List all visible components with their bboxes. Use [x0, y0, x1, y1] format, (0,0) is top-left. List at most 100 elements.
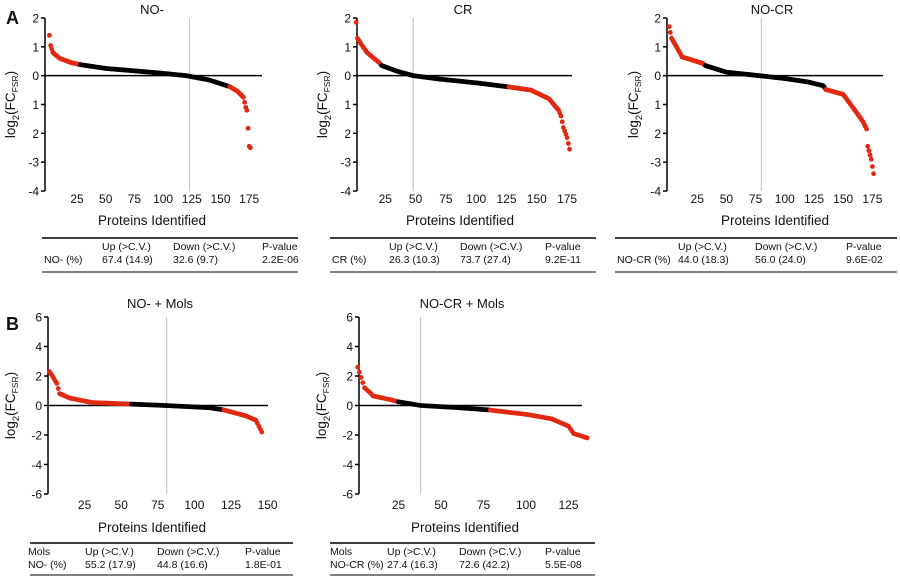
y-tick-label: 1 [654, 40, 661, 54]
table-cell: 55.2 (17.9) [85, 559, 136, 571]
table-cell: 44.8 (16.6) [157, 559, 208, 571]
x-tick-label: 125 [496, 192, 516, 206]
chart-5: NO-CR + Mols 6 4 2 0 -2 -4 -6 25 50 75 100 125 Protei… [314, 296, 595, 576]
chart-title: NO-CR + Mols [420, 296, 505, 311]
y-label-sub2: FSR [10, 376, 20, 393]
y-label-base: log [626, 120, 641, 138]
x-tick-label: 25 [392, 498, 406, 512]
y-label-end: ) [626, 71, 641, 76]
x-tick-label: 50 [115, 498, 129, 512]
x-tick-label: 125 [182, 192, 202, 206]
y-label-base: log [3, 120, 18, 138]
y-axis-label: log2(FCFSR) [626, 71, 645, 138]
protein-point-significant [565, 141, 571, 146]
x-tick-label: 100 [516, 498, 536, 512]
protein-point-significant [865, 143, 871, 149]
x-tick-label: 150 [258, 498, 278, 512]
y-tick-label: 1 [654, 98, 661, 112]
y-tick-label: 6 [35, 311, 42, 325]
protein-point-significant [870, 164, 875, 169]
table-cell: 1.8E-01 [245, 559, 282, 571]
y-tick-label: 2 [35, 370, 42, 384]
table-column-header: Down (>C.V.) [755, 241, 817, 253]
chart-title: NO-CR [751, 2, 794, 17]
y-label-end: ) [3, 372, 18, 377]
x-tick-label: 50 [720, 192, 734, 206]
protein-point-significant [47, 32, 52, 38]
table-column-header: Down (>C.V.) [460, 241, 522, 253]
y-label-mid: (FC [3, 92, 18, 115]
y-tick-label: -4 [340, 185, 351, 199]
x-tick-label: 25 [78, 498, 92, 512]
chart-title: CR [454, 2, 473, 17]
protein-point-significant [259, 429, 265, 435]
x-tick-label: 50 [99, 192, 113, 206]
protein-point-significant [564, 135, 570, 141]
protein-point-significant [558, 113, 564, 119]
table-column-header: Up (>C.V.) [678, 241, 727, 253]
y-tick-label: 0 [346, 399, 353, 413]
x-axis-label: Proteins Identified [98, 213, 206, 228]
x-tick-label: 150 [210, 192, 230, 206]
y-tick-label: 0 [654, 69, 661, 83]
table-cell: 67.4 (14.9) [102, 254, 153, 266]
chart-title: NO- + Mols [127, 296, 194, 311]
x-tick-label: 75 [477, 498, 491, 512]
panel-label-a: A [6, 8, 19, 28]
y-tick-label: 6 [346, 311, 353, 325]
protein-point-significant [245, 125, 251, 131]
table-cell: 73.7 (27.4) [460, 254, 511, 266]
y-label-sub2: FSR [10, 75, 20, 92]
y-tick-label: -4 [28, 185, 39, 199]
y-label-end: ) [315, 71, 330, 76]
y-tick-label: 2 [32, 12, 39, 26]
table-cell: 2.2E-06 [262, 254, 299, 266]
protein-point-significant [49, 46, 55, 52]
y-label-sub1: 2 [11, 115, 22, 120]
table-column-header: Up (>C.V.) [389, 241, 438, 253]
y-tick-label: -3 [650, 156, 661, 170]
x-tick-label: 100 [466, 192, 486, 206]
y-label-mid: (FC [314, 393, 329, 416]
protein-point-significant [242, 99, 248, 105]
protein-point-significant [666, 24, 672, 30]
y-tick-label: 2 [654, 127, 661, 141]
x-tick-label: 75 [128, 192, 142, 206]
y-tick-label: -2 [31, 429, 42, 443]
y-tick-label: 0 [344, 69, 351, 83]
y-tick-label: -2 [342, 429, 353, 443]
table-cell: 5.5E-08 [545, 559, 582, 571]
table-column-header: Down (>C.V.) [173, 241, 235, 253]
y-label-sub1: 2 [322, 416, 333, 421]
table-cell: 72.6 (42.2) [459, 559, 510, 571]
chart-2: CR 2 1 0 1 2 -3 -4 25 50 75 100 125 150 175 Proteins Id… [315, 2, 596, 273]
table-column-header: P-value [245, 546, 281, 558]
table-column-header: Up (>C.V.) [387, 546, 436, 558]
x-tick-label: 100 [153, 192, 173, 206]
table-row-label: CR (%) [332, 254, 366, 266]
y-tick-label: 2 [344, 127, 351, 141]
y-label-sub2: FSR [633, 75, 643, 92]
y-tick-label: 4 [346, 340, 353, 354]
protein-point-significant [360, 380, 366, 386]
y-tick-label: 2 [32, 127, 39, 141]
table-cell: 9.2E-11 [545, 254, 581, 266]
table-column-header: P-value [846, 241, 882, 253]
x-tick-label: 125 [221, 498, 241, 512]
x-tick-label: 125 [804, 192, 824, 206]
y-tick-label: -3 [28, 156, 39, 170]
x-axis-label: Proteins Identified [98, 520, 206, 535]
y-label-end: ) [3, 71, 18, 76]
x-tick-label: 50 [434, 498, 448, 512]
x-tick-label: 150 [833, 192, 853, 206]
y-tick-label: 1 [32, 40, 39, 54]
y-label-mid: (FC [626, 92, 641, 115]
panel-label-b: B [6, 314, 19, 334]
y-label-base: log [3, 421, 18, 439]
table-cell: 32.6 (9.7) [173, 254, 218, 266]
y-label-sub2: FSR [321, 376, 331, 393]
protein-point-significant [247, 145, 253, 151]
x-tick-label: 25 [70, 192, 84, 206]
protein-point-significant [54, 380, 60, 386]
table-row-label: NO- (%) [44, 254, 83, 266]
